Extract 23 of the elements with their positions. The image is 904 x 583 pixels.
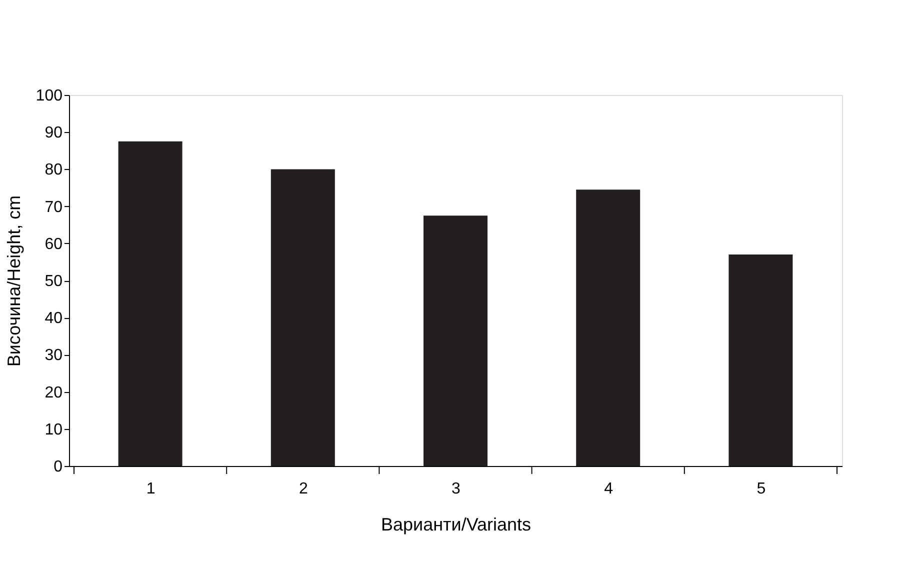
bar	[576, 190, 640, 466]
y-tick-label: 60	[44, 236, 63, 253]
y-tick-label: 70	[44, 198, 63, 216]
x-tick-label: 1	[146, 480, 156, 498]
y-tick-label: 80	[44, 162, 63, 179]
x-axis-title: Варианти/Variants	[380, 514, 532, 534]
y-axis-title: Височина/Height, cm	[4, 195, 24, 367]
y-tick-label: 100	[36, 88, 63, 104]
y-tick-label: 90	[44, 124, 63, 142]
x-tick-label: 3	[452, 480, 461, 498]
y-tick-label: 20	[44, 384, 63, 402]
x-tick-label: 4	[604, 480, 614, 498]
y-tick-label: 40	[44, 310, 63, 328]
bar	[424, 216, 488, 466]
y-tick-label: 50	[44, 273, 63, 290]
y-tick-label: 10	[44, 421, 63, 438]
bar	[118, 141, 182, 466]
bar	[270, 169, 335, 466]
x-tick-label: 2	[298, 480, 308, 498]
y-tick-label: 30	[44, 347, 63, 364]
y-tick-label: 0	[54, 458, 63, 476]
x-tick-label: 5	[756, 480, 766, 498]
bar	[728, 254, 793, 466]
